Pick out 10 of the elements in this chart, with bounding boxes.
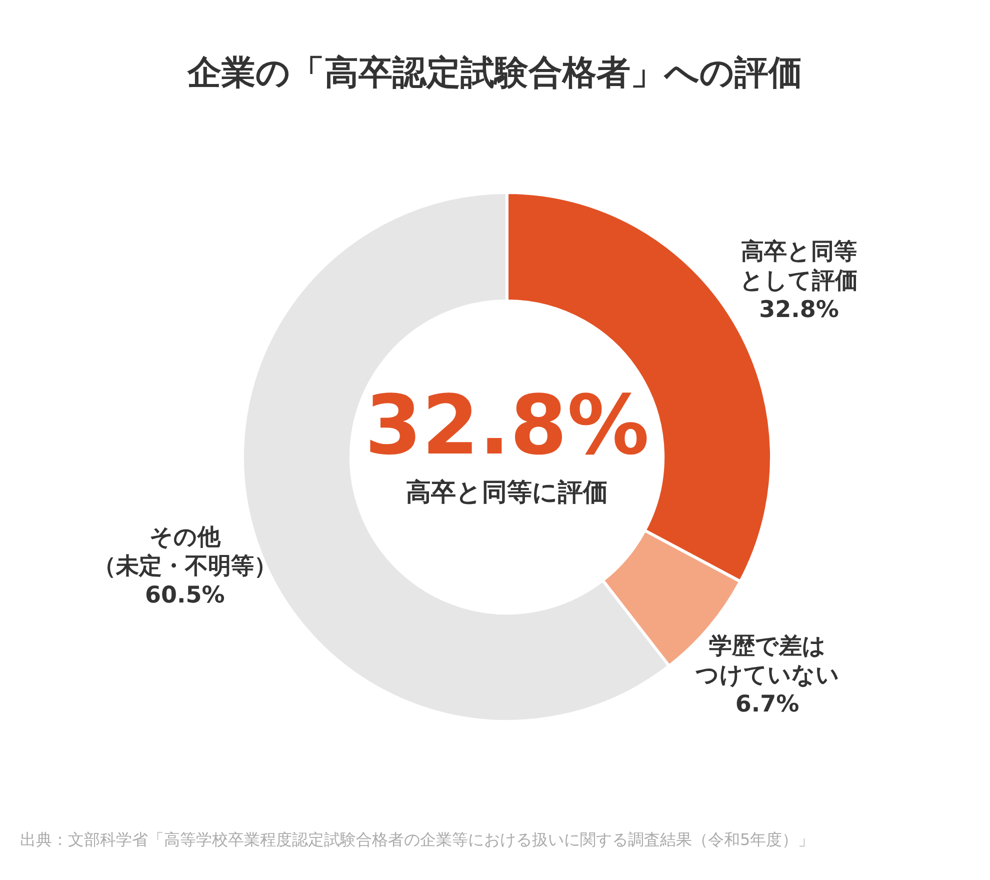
text: 高卒と同等に評価 bbox=[406, 478, 608, 506]
slice-label: その他（未定・不明等） bbox=[92, 524, 277, 580]
chart-title: 企業の「高卒認定試験合格者」への評価 bbox=[186, 52, 804, 95]
slice-label: 学歴で差はつけていない bbox=[695, 633, 840, 688]
text: 32.8% bbox=[364, 378, 650, 474]
data-label: 60.5% bbox=[144, 582, 225, 608]
source-note: 出典：文部科学省「高等学校卒業程度認定試験合格者の企業等における扱いに関する調査結果（令和5年度）」 bbox=[20, 830, 816, 851]
slice-label: 高卒と同等として評価 bbox=[740, 238, 858, 294]
data-label: 6.7% bbox=[735, 691, 800, 718]
data-label: 32.8% bbox=[759, 296, 839, 323]
